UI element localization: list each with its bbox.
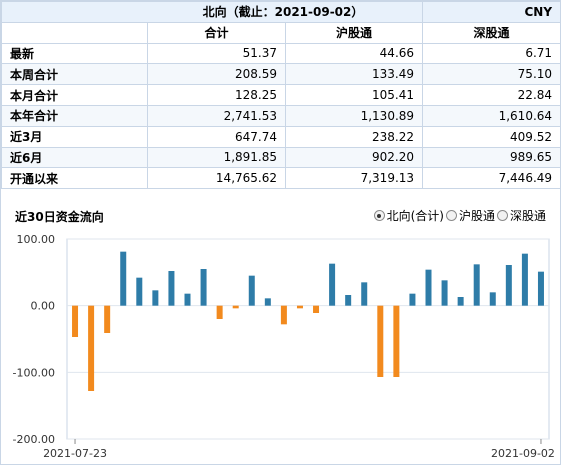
y-tick-label: -200.00: [13, 433, 55, 446]
cell-shenzhen: 7,446.49: [422, 167, 561, 190]
cell-shenzhen: 1,610.64: [422, 104, 561, 127]
bar: [264, 298, 271, 306]
plot-area: [66, 238, 550, 440]
table-row: 本年合计 2,741.53 1,130.89 1,610.64: [1, 104, 561, 127]
row-label: 近6月: [1, 146, 148, 169]
cell-shenzhen: 409.52: [422, 125, 561, 148]
bar: [313, 305, 320, 313]
radio-selected-icon[interactable]: [373, 210, 385, 221]
bar: [457, 297, 464, 306]
cell-shanghai: 238.22: [284, 125, 424, 148]
row-label: 本周合计: [1, 63, 148, 86]
column-header-blank: [1, 21, 148, 44]
bar: [232, 305, 239, 309]
y-tick-label: 100.00: [17, 233, 56, 246]
x-tick-label: 2021-07-23: [43, 447, 107, 460]
bar: [361, 282, 368, 306]
cell-shanghai: 44.66: [284, 42, 424, 65]
bar: [280, 305, 287, 325]
bar: [120, 251, 127, 306]
x-tick-label: 2021-09-02: [491, 447, 555, 460]
radio-icon[interactable]: [445, 210, 457, 221]
option-shenzhen-connect[interactable]: 深股通: [496, 207, 546, 224]
option-label: 沪股通: [458, 209, 495, 223]
flow-table: 北向（截止：2021-09-02） CNY 合计 沪股通 深股通 最新 51.3…: [0, 1, 561, 190]
cell-total: 647.74: [147, 125, 286, 148]
table-row: 近6月 1,891.85 902.20 989.65: [1, 146, 561, 169]
bar: [409, 293, 416, 306]
column-header-shanghai: 沪股通: [284, 21, 424, 44]
chart-title: 近30日资金流向: [15, 210, 104, 224]
cell-shenzhen: 6.71: [422, 42, 561, 65]
cell-total: 51.37: [147, 42, 286, 65]
bar: [473, 264, 480, 306]
bar: [248, 275, 255, 306]
y-tick-label: -100.00: [13, 366, 55, 379]
currency-label: CNY: [422, 1, 561, 23]
bar: [521, 253, 528, 306]
bar: [152, 290, 159, 306]
bar: [345, 295, 352, 306]
table-row: 本月合计 128.25 105.41 22.84: [1, 84, 561, 106]
bar: [200, 269, 207, 306]
bar: [489, 292, 496, 306]
cell-shanghai: 7,319.13: [284, 167, 424, 190]
row-label: 开通以来: [1, 167, 148, 190]
table-row: 近3月 647.74 238.22 409.52: [1, 125, 561, 148]
option-label: 北向(合计): [386, 209, 444, 223]
bar: [377, 305, 384, 377]
column-header-shenzhen: 深股通: [422, 21, 561, 44]
cell-total: 128.25: [147, 84, 286, 106]
row-label: 最新: [1, 42, 148, 65]
table-row: 开通以来 14,765.62 7,319.13 7,446.49: [1, 167, 561, 190]
option-label: 深股通: [509, 209, 546, 223]
cell-shenzhen: 989.65: [422, 146, 561, 169]
row-label: 本年合计: [1, 104, 148, 127]
series-selector: 北向(合计) 沪股通 深股通: [372, 207, 546, 224]
table-title-row: 北向（截止：2021-09-02） CNY: [0, 1, 561, 23]
bar: [72, 305, 79, 337]
y-tick-label: 0.00: [31, 300, 56, 313]
table-title: 北向（截止：2021-09-02）: [0, 1, 424, 23]
cell-shenzhen: 75.10: [422, 63, 561, 86]
bar: [393, 305, 400, 377]
cell-shanghai: 1,130.89: [284, 104, 424, 127]
bar: [184, 293, 191, 306]
cell-total: 1,891.85: [147, 146, 286, 169]
bar: [329, 263, 336, 306]
bar: [425, 269, 432, 306]
cell-shanghai: 133.49: [284, 63, 424, 86]
cell-total: 2,741.53: [147, 104, 286, 127]
bar: [168, 271, 175, 306]
option-northbound-total[interactable]: 北向(合计): [373, 207, 444, 224]
bar: [104, 305, 111, 333]
bar: [88, 305, 95, 391]
bar: [505, 265, 512, 306]
bar: [216, 305, 223, 319]
cell-total: 14,765.62: [147, 167, 286, 190]
row-label: 近3月: [1, 125, 148, 148]
bar: [537, 271, 544, 306]
table-header-row: 合计 沪股通 深股通: [1, 21, 561, 44]
cell-total: 208.59: [147, 63, 286, 86]
bar: [296, 305, 303, 309]
cell-shanghai: 902.20: [284, 146, 424, 169]
radio-icon[interactable]: [496, 210, 508, 221]
bar: [136, 277, 143, 306]
option-shanghai-connect[interactable]: 沪股通: [445, 207, 495, 224]
row-label: 本月合计: [1, 84, 148, 106]
table-row: 最新 51.37 44.66 6.71: [1, 42, 561, 65]
cell-shanghai: 105.41: [284, 84, 424, 106]
table-row: 本周合计 208.59 133.49 75.10: [1, 63, 561, 86]
column-header-total: 合计: [147, 21, 286, 44]
bar: [441, 280, 448, 306]
cell-shenzhen: 22.84: [422, 84, 561, 106]
